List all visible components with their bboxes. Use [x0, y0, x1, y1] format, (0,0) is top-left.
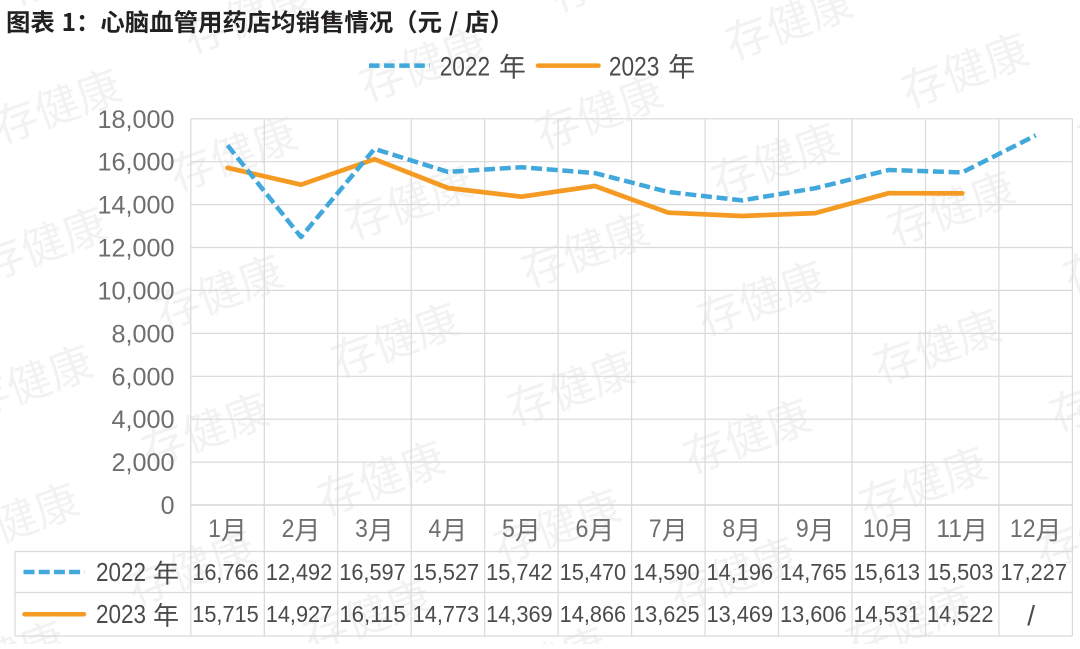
svg-text:18,000: 18,000 [98, 106, 175, 134]
svg-text:15,742: 15,742 [486, 559, 553, 585]
svg-text:16,766: 16,766 [192, 559, 259, 585]
svg-text:14,196: 14,196 [707, 559, 774, 585]
svg-text:/: / [1027, 600, 1035, 631]
svg-text:13,606: 13,606 [780, 601, 847, 627]
svg-text:0: 0 [161, 492, 175, 520]
svg-text:2023: 2023 [96, 599, 146, 629]
svg-text:15,503: 15,503 [927, 559, 994, 585]
svg-text:3: 3 [355, 515, 368, 543]
svg-text:16,597: 16,597 [339, 559, 406, 585]
svg-text:2,000: 2,000 [112, 449, 175, 477]
svg-text:14,531: 14,531 [853, 601, 920, 627]
svg-text:9: 9 [796, 515, 809, 543]
svg-text:16,115: 16,115 [339, 601, 406, 627]
svg-text:17,227: 17,227 [1000, 559, 1067, 585]
svg-text:14,000: 14,000 [98, 192, 175, 220]
svg-text:14,590: 14,590 [633, 559, 700, 585]
svg-text:14,773: 14,773 [413, 601, 480, 627]
svg-text:2: 2 [282, 515, 295, 543]
svg-text:11: 11 [936, 515, 962, 543]
svg-text:10: 10 [863, 515, 889, 543]
svg-text:15,613: 15,613 [853, 559, 920, 585]
svg-text:12,492: 12,492 [266, 559, 333, 585]
svg-text:15,715: 15,715 [192, 601, 259, 627]
svg-text:4: 4 [429, 515, 442, 543]
svg-text:16,000: 16,000 [98, 149, 175, 177]
svg-text:13,625: 13,625 [633, 601, 700, 627]
svg-text:12,000: 12,000 [98, 235, 175, 263]
svg-text:13,469: 13,469 [707, 601, 774, 627]
svg-text:15,470: 15,470 [560, 559, 627, 585]
svg-text:14,522: 14,522 [927, 601, 994, 627]
svg-text:1: 1 [208, 515, 221, 543]
svg-text:6: 6 [576, 515, 589, 543]
svg-text:15,527: 15,527 [413, 559, 480, 585]
svg-text:5: 5 [502, 515, 515, 543]
svg-text:14,765: 14,765 [780, 559, 847, 585]
svg-text:12: 12 [1010, 515, 1036, 543]
svg-text:10,000: 10,000 [98, 277, 175, 305]
svg-text:8: 8 [722, 515, 735, 543]
svg-text:7: 7 [649, 515, 662, 543]
svg-text:4,000: 4,000 [112, 406, 175, 434]
svg-text:2022: 2022 [96, 557, 146, 587]
svg-text:14,369: 14,369 [486, 601, 553, 627]
svg-text:2023: 2023 [609, 51, 660, 81]
svg-text:14,866: 14,866 [560, 601, 627, 627]
svg-text:2022: 2022 [440, 51, 491, 81]
svg-text:14,927: 14,927 [266, 601, 333, 627]
svg-text:8,000: 8,000 [112, 320, 175, 348]
svg-text:6,000: 6,000 [112, 363, 175, 391]
